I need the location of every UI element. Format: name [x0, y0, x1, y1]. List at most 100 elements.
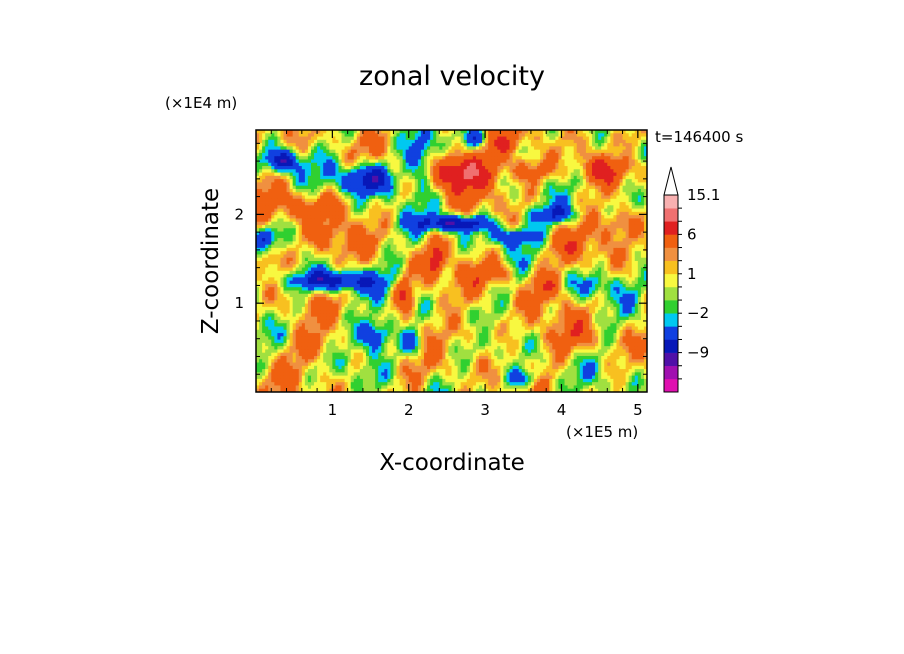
contour-cell — [643, 241, 648, 246]
contour-cell — [445, 221, 449, 226]
contour-cell — [298, 247, 303, 252]
contour-cell — [640, 202, 645, 206]
contour-cell — [420, 215, 425, 219]
contour-cell — [561, 159, 565, 164]
contour-cell — [433, 205, 437, 209]
contour-cell — [329, 182, 333, 187]
contour-cell — [540, 254, 544, 259]
contour-cell — [622, 195, 627, 200]
contour-cell — [643, 228, 648, 232]
contour-cell — [607, 221, 611, 226]
contour-cell — [295, 238, 300, 242]
contour-cell — [442, 195, 446, 200]
contour-cell — [439, 244, 443, 249]
contour-cell — [424, 202, 428, 206]
contour-cell — [521, 133, 526, 137]
contour-cell — [268, 188, 272, 193]
contour-cell — [396, 185, 400, 190]
contour-cell — [561, 202, 565, 206]
contour-cell — [601, 175, 605, 180]
contour-cell — [286, 166, 290, 170]
contour-cell — [301, 169, 306, 173]
contour-cell — [454, 238, 458, 242]
contour-cell — [424, 231, 428, 236]
contour-cell — [259, 136, 263, 141]
contour-cell — [478, 185, 483, 190]
contour-cell — [298, 215, 303, 219]
contour-cell — [408, 133, 413, 137]
contour-cell — [637, 152, 642, 157]
contour-cell — [576, 149, 581, 154]
contour-cell — [540, 136, 544, 141]
contour-cell — [576, 231, 581, 236]
contour-cell — [643, 205, 648, 209]
contour-cell — [420, 211, 425, 216]
contour-cell — [396, 244, 400, 249]
contour-cell — [549, 241, 553, 246]
contour-cell — [387, 166, 391, 170]
contour-cell — [378, 182, 382, 187]
contour-cell — [518, 195, 523, 200]
contour-cell — [268, 244, 272, 249]
contour-cell — [549, 228, 553, 232]
contour-cell — [549, 231, 553, 236]
contour-cell — [585, 146, 590, 151]
contour-cell — [631, 221, 636, 226]
contour-cell — [472, 162, 477, 167]
contour-cell — [552, 139, 556, 144]
contour-cell — [509, 152, 513, 157]
contour-cell — [537, 251, 541, 255]
contour-cell — [454, 221, 458, 226]
contour-cell — [320, 247, 324, 252]
contour-cell — [497, 172, 501, 177]
contour-cell — [564, 133, 568, 137]
contour-cell — [509, 136, 513, 141]
contour-cell — [604, 166, 608, 170]
contour-cell — [491, 254, 495, 259]
contour-cell — [356, 244, 361, 249]
contour-cell — [350, 208, 355, 213]
contour-cell — [317, 241, 321, 246]
contour-cell — [268, 185, 272, 190]
contour-cell — [298, 234, 303, 239]
contour-cell — [485, 146, 489, 151]
contour-cell — [436, 175, 440, 180]
contour-cell — [381, 156, 385, 160]
contour-cell — [365, 182, 370, 187]
contour-cell — [417, 169, 422, 173]
contour-cell — [567, 238, 572, 242]
contour-cell — [552, 195, 556, 200]
contour-cell — [350, 238, 355, 242]
contour-cell — [625, 166, 630, 170]
contour-cell — [442, 133, 446, 137]
contour-cell — [613, 208, 617, 213]
contour-cell — [561, 130, 565, 134]
contour-cell — [552, 244, 556, 249]
contour-cell — [518, 218, 523, 223]
contour-cell — [616, 221, 620, 226]
contour-cell — [320, 208, 324, 213]
contour-cell — [506, 149, 510, 154]
contour-cell — [347, 139, 352, 144]
contour-cell — [405, 133, 410, 137]
contour-cell — [326, 188, 330, 193]
contour-cell — [494, 247, 498, 252]
contour-cell — [390, 254, 394, 259]
contour-cell — [595, 133, 599, 137]
contour-cell — [509, 244, 513, 249]
contour-cell — [515, 215, 520, 219]
contour-cell — [323, 172, 327, 177]
contour-cell — [442, 172, 446, 177]
contour-cell — [460, 198, 465, 203]
contour-cell — [442, 208, 446, 213]
contour-cell — [537, 143, 541, 147]
contour-cell — [323, 146, 327, 151]
contour-cell — [485, 244, 489, 249]
contour-cell — [478, 221, 483, 226]
contour-cell — [613, 241, 617, 246]
contour-cell — [344, 179, 349, 183]
contour-cell — [387, 251, 391, 255]
contour-cell — [622, 198, 627, 203]
contour-cell — [399, 182, 404, 187]
contour-cell — [393, 202, 397, 206]
